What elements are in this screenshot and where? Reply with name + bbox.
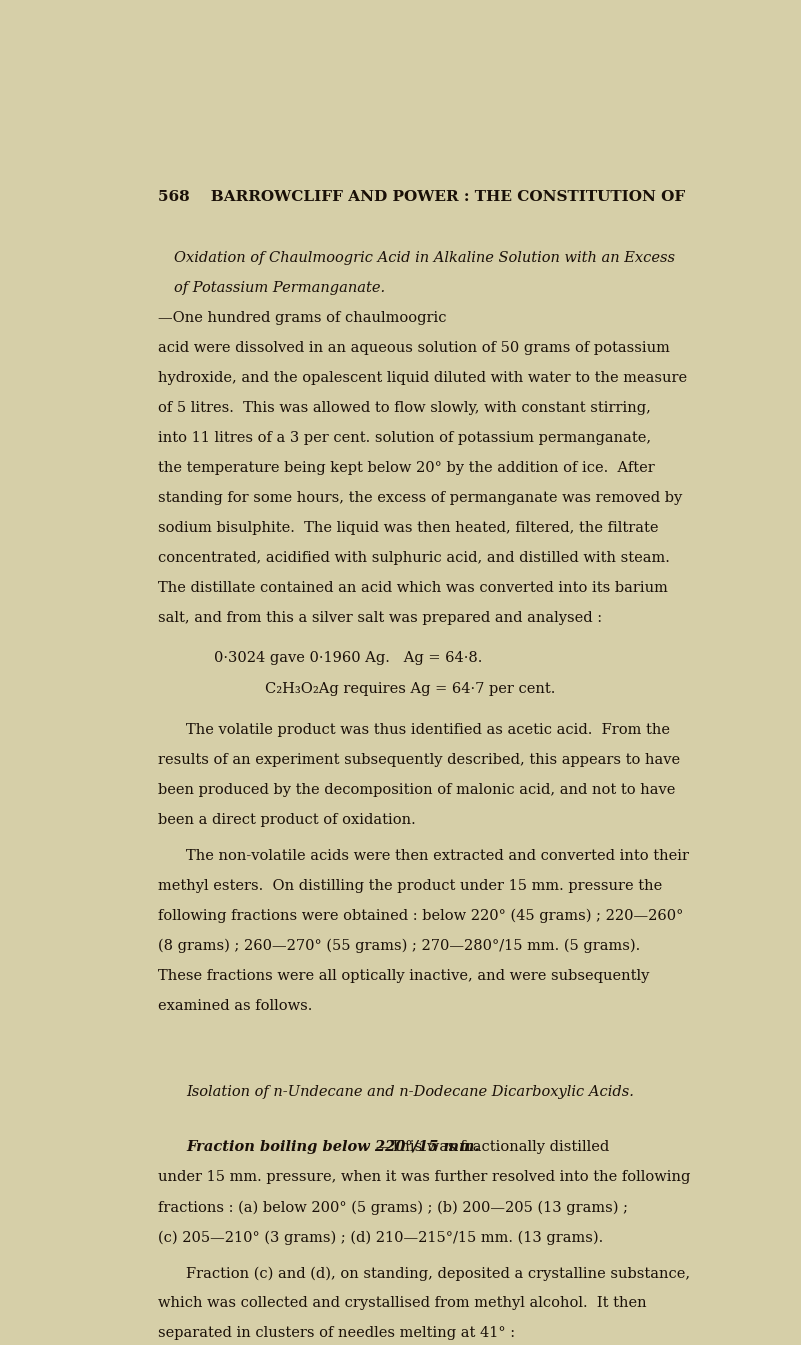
Text: results of an experiment subsequently described, this appears to have: results of an experiment subsequently de… <box>159 753 680 767</box>
Text: into 11 litres of a 3 per cent. solution of potassium permanganate,: into 11 litres of a 3 per cent. solution… <box>159 430 651 445</box>
Text: following fractions were obtained : below 220° (45 grams) ; 220—260°: following fractions were obtained : belo… <box>159 909 683 924</box>
Text: The non-volatile acids were then extracted and converted into their: The non-volatile acids were then extract… <box>186 849 689 863</box>
Text: fractions : (a) below 200° (5 grams) ; (b) 200—205 (13 grams) ;: fractions : (a) below 200° (5 grams) ; (… <box>159 1200 628 1215</box>
Text: been a direct product of oxidation.: been a direct product of oxidation. <box>159 812 416 827</box>
Text: 568    BARROWCLIFF AND POWER : THE CONSTITUTION OF: 568 BARROWCLIFF AND POWER : THE CONSTITU… <box>159 191 686 204</box>
Text: hydroxide, and the opalescent liquid diluted with water to the measure: hydroxide, and the opalescent liquid dil… <box>159 371 687 385</box>
Text: of Potassium Permanganate.: of Potassium Permanganate. <box>174 281 385 296</box>
Text: salt, and from this a silver salt was prepared and analysed :: salt, and from this a silver salt was pr… <box>159 611 602 624</box>
Text: The distillate contained an acid which was converted into its barium: The distillate contained an acid which w… <box>159 581 668 594</box>
Text: acid were dissolved in an aqueous solution of 50 grams of potassium: acid were dissolved in an aqueous soluti… <box>159 342 670 355</box>
Text: standing for some hours, the excess of permanganate was removed by: standing for some hours, the excess of p… <box>159 491 682 504</box>
Text: The volatile product was thus identified as acetic acid.  From the: The volatile product was thus identified… <box>186 724 670 737</box>
Text: the temperature being kept below 20° by the addition of ice.  After: the temperature being kept below 20° by … <box>159 461 655 475</box>
Text: —This was fractionally distilled: —This was fractionally distilled <box>376 1141 609 1154</box>
Text: 0·3024 gave 0·1960 Ag.   Ag = 64·8.: 0·3024 gave 0·1960 Ag. Ag = 64·8. <box>214 651 482 664</box>
Text: under 15 mm. pressure, when it was further resolved into the following: under 15 mm. pressure, when it was furth… <box>159 1170 690 1185</box>
Text: —One hundred grams of chaulmoogric: —One hundred grams of chaulmoogric <box>159 311 447 325</box>
Text: Oxidation of Chaulmoogric Acid in Alkaline Solution with an Excess: Oxidation of Chaulmoogric Acid in Alkali… <box>174 252 674 265</box>
Text: been produced by the decomposition of malonic acid, and not to have: been produced by the decomposition of ma… <box>159 783 675 796</box>
Text: C₂H₃O₂Ag requires Ag = 64·7 per cent.: C₂H₃O₂Ag requires Ag = 64·7 per cent. <box>265 682 556 697</box>
Text: Fraction boiling below 220°/15 mm.: Fraction boiling below 220°/15 mm. <box>186 1141 480 1154</box>
Text: which was collected and crystallised from methyl alcohol.  It then: which was collected and crystallised fro… <box>159 1297 647 1310</box>
Text: (c) 205—210° (3 grams) ; (d) 210—215°/15 mm. (13 grams).: (c) 205—210° (3 grams) ; (d) 210—215°/15… <box>159 1231 603 1244</box>
Text: concentrated, acidified with sulphuric acid, and distilled with steam.: concentrated, acidified with sulphuric a… <box>159 550 670 565</box>
Text: Isolation of n-Undecane and n-Dodecane Dicarboxylic Acids.: Isolation of n-Undecane and n-Dodecane D… <box>187 1084 634 1099</box>
Text: Fraction (c) and (d), on standing, deposited a crystalline substance,: Fraction (c) and (d), on standing, depos… <box>186 1267 690 1280</box>
Text: These fractions were all optically inactive, and were subsequently: These fractions were all optically inact… <box>159 968 650 983</box>
Text: (8 grams) ; 260—270° (55 grams) ; 270—280°/15 mm. (5 grams).: (8 grams) ; 260—270° (55 grams) ; 270—28… <box>159 939 641 954</box>
Text: methyl esters.  On distilling the product under 15 mm. pressure the: methyl esters. On distilling the product… <box>159 880 662 893</box>
Text: examined as follows.: examined as follows. <box>159 999 312 1013</box>
Text: sodium bisulphite.  The liquid was then heated, filtered, the filtrate: sodium bisulphite. The liquid was then h… <box>159 521 658 535</box>
Text: separated in clusters of needles melting at 41° :: separated in clusters of needles melting… <box>159 1326 515 1341</box>
Text: of 5 litres.  This was allowed to flow slowly, with constant stirring,: of 5 litres. This was allowed to flow sl… <box>159 401 651 416</box>
